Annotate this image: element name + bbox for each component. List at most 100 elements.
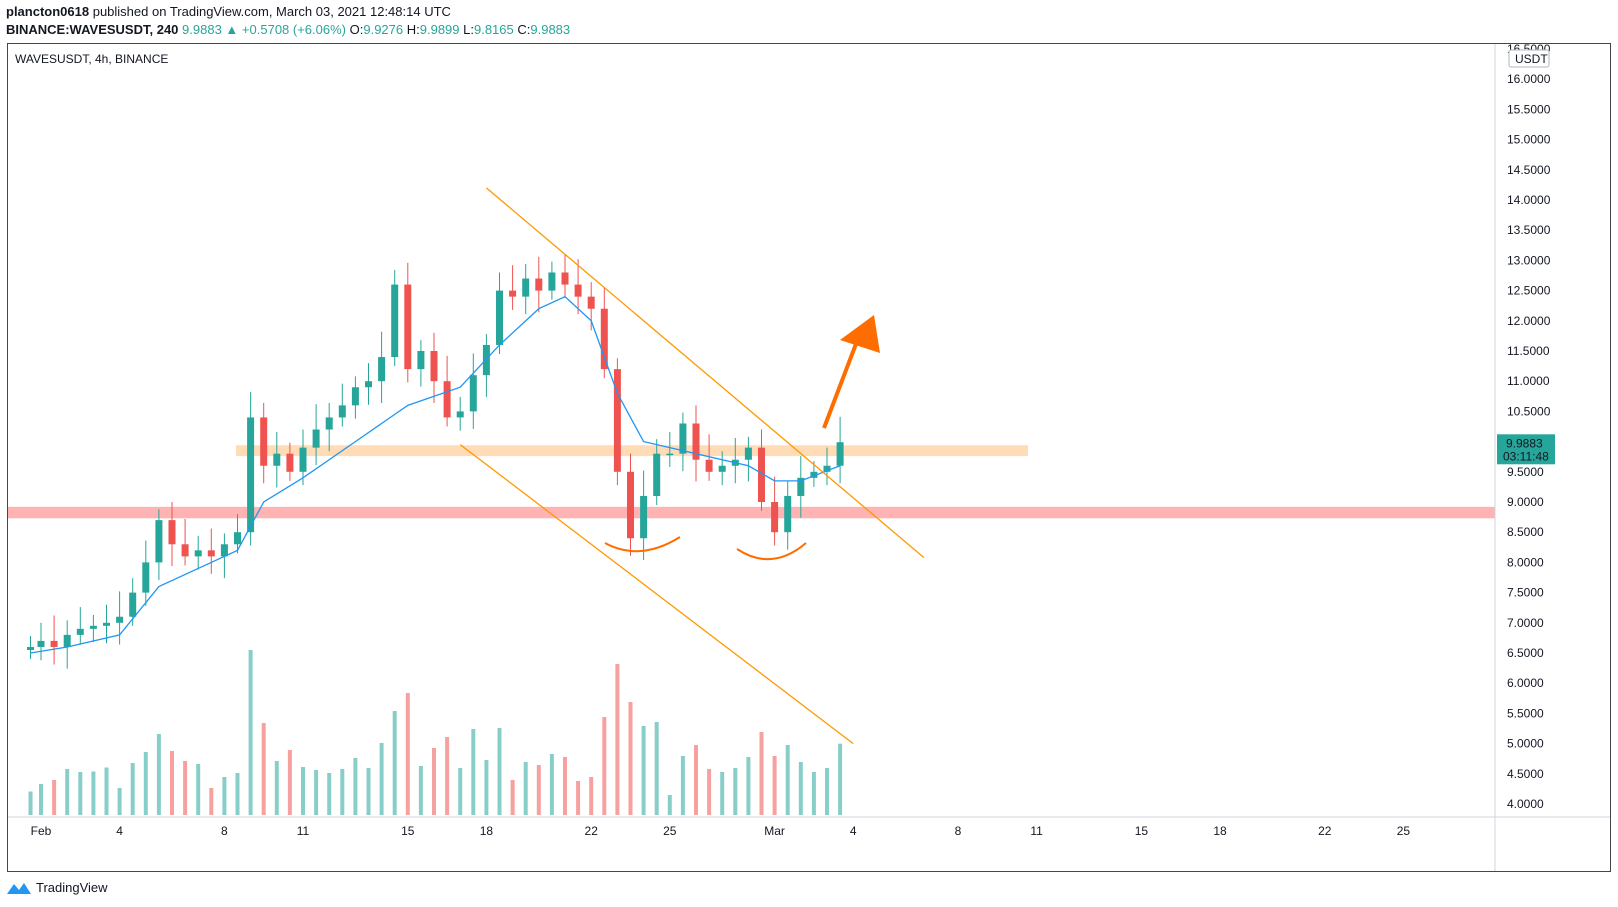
ohlc-legend: BINANCE:WAVESUSDT, 240 9.9883 ▲ +0.5708 … — [6, 22, 570, 37]
volume-bar — [615, 664, 620, 815]
volume-bar — [785, 745, 790, 815]
tradingview-brand[interactable]: TradingView — [6, 880, 108, 895]
candle-body — [718, 465, 726, 472]
candle-body — [836, 442, 844, 466]
candle-body — [129, 592, 137, 617]
time-tick-label: 11 — [1030, 824, 1043, 838]
volume-bar — [183, 761, 188, 815]
resistance-zone — [236, 445, 1028, 457]
candle-body — [587, 296, 595, 309]
price-tick-label: 9.0000 — [1507, 495, 1544, 509]
volume-bar — [445, 737, 450, 815]
candle-body — [600, 308, 608, 370]
candle-body — [63, 634, 71, 647]
support-zone — [8, 506, 1495, 519]
volume-bar — [641, 726, 646, 815]
volume-bar — [838, 743, 843, 815]
candle-body — [391, 284, 399, 358]
price-tick-label: 7.0000 — [1507, 616, 1544, 630]
volume-bar — [379, 743, 384, 815]
candle-body — [561, 272, 569, 285]
candle-body — [535, 278, 543, 291]
volume-bar — [654, 722, 659, 815]
volume-bar — [667, 795, 672, 815]
candle-body — [378, 357, 386, 382]
volume-bar — [628, 702, 633, 815]
volume-bar — [733, 768, 738, 815]
candle-body — [496, 290, 503, 345]
candle-body — [744, 447, 752, 460]
volume-bar — [353, 758, 358, 815]
bottom-arc-2 — [736, 542, 807, 561]
volume-bar — [287, 750, 292, 815]
open-value: 9.9276 — [363, 22, 404, 37]
time-tick-label: 15 — [1135, 824, 1149, 838]
price-tick-label: 12.0000 — [1507, 314, 1551, 328]
volume-bar — [405, 693, 410, 815]
volume-bar — [274, 761, 279, 815]
volume-bar — [327, 773, 332, 815]
candle-body — [116, 616, 124, 623]
volume-bar — [471, 729, 476, 815]
candle-body — [430, 351, 438, 382]
chart-frame — [7, 43, 1611, 872]
volume-bar — [235, 773, 240, 815]
volume-bar — [52, 780, 57, 815]
volume-bar — [261, 723, 266, 815]
price-tick-label: 14.0000 — [1507, 193, 1551, 207]
volume-bar — [209, 788, 214, 815]
candle-body — [103, 622, 110, 626]
channel-upper-line — [485, 187, 925, 559]
chart-title: WAVESUSDT, 4h, BINANCE — [15, 52, 168, 66]
volume-bar — [523, 762, 528, 815]
volume-bar — [680, 756, 685, 815]
price-tick-label: 9.5000 — [1507, 465, 1544, 479]
price-tick-label: 8.0000 — [1507, 555, 1544, 569]
close-value: 9.9883 — [530, 22, 571, 37]
volume-bar — [746, 757, 751, 815]
author-name[interactable]: plancton0618 — [6, 4, 90, 19]
volume-bar — [602, 717, 607, 815]
time-tick-label: 22 — [585, 824, 599, 838]
time-tick-label: 25 — [1397, 824, 1411, 838]
volume-bar — [78, 772, 83, 815]
price-tick-label: 8.5000 — [1507, 525, 1544, 539]
open-label: O: — [349, 22, 364, 37]
candle-body — [823, 465, 831, 472]
high-value: 9.9899 — [419, 22, 460, 37]
volume-bar — [694, 745, 698, 815]
candle-body — [325, 417, 333, 430]
candle-body — [627, 471, 634, 539]
candle-body — [365, 381, 372, 388]
candle-body — [771, 502, 779, 533]
candle-body — [351, 387, 359, 406]
candle-body — [784, 495, 792, 533]
candle-body — [142, 562, 150, 593]
volume-bar — [720, 772, 725, 815]
price-tick-label: 6.0000 — [1507, 676, 1544, 690]
bottom-arc-1 — [604, 536, 681, 553]
price-tick-label: 4.5000 — [1507, 767, 1544, 781]
volume-bar — [432, 748, 436, 815]
low-label: L: — [463, 22, 474, 37]
candle-body — [574, 284, 582, 297]
price-tick-label: 15.5000 — [1507, 102, 1551, 116]
candle-body — [810, 471, 818, 478]
price-tick-label: 12.5000 — [1507, 284, 1551, 298]
close-label: C: — [517, 22, 531, 37]
volume-bar — [28, 791, 33, 815]
volume-bar — [563, 757, 567, 815]
price-tick-label: 14.5000 — [1507, 163, 1551, 177]
volume-bar — [314, 770, 319, 815]
volume-bar — [130, 763, 135, 815]
candle-body — [548, 272, 556, 291]
zones-layer — [8, 445, 1495, 519]
price-tick-label: 10.5000 — [1507, 404, 1551, 418]
volume-bar — [104, 767, 109, 815]
time-tick-label: 25 — [663, 824, 677, 838]
last-price-tag-label: 9.9883 — [1506, 436, 1543, 450]
candle-body — [312, 429, 320, 448]
candle-body — [76, 628, 84, 635]
time-tick-label: 11 — [297, 824, 310, 838]
